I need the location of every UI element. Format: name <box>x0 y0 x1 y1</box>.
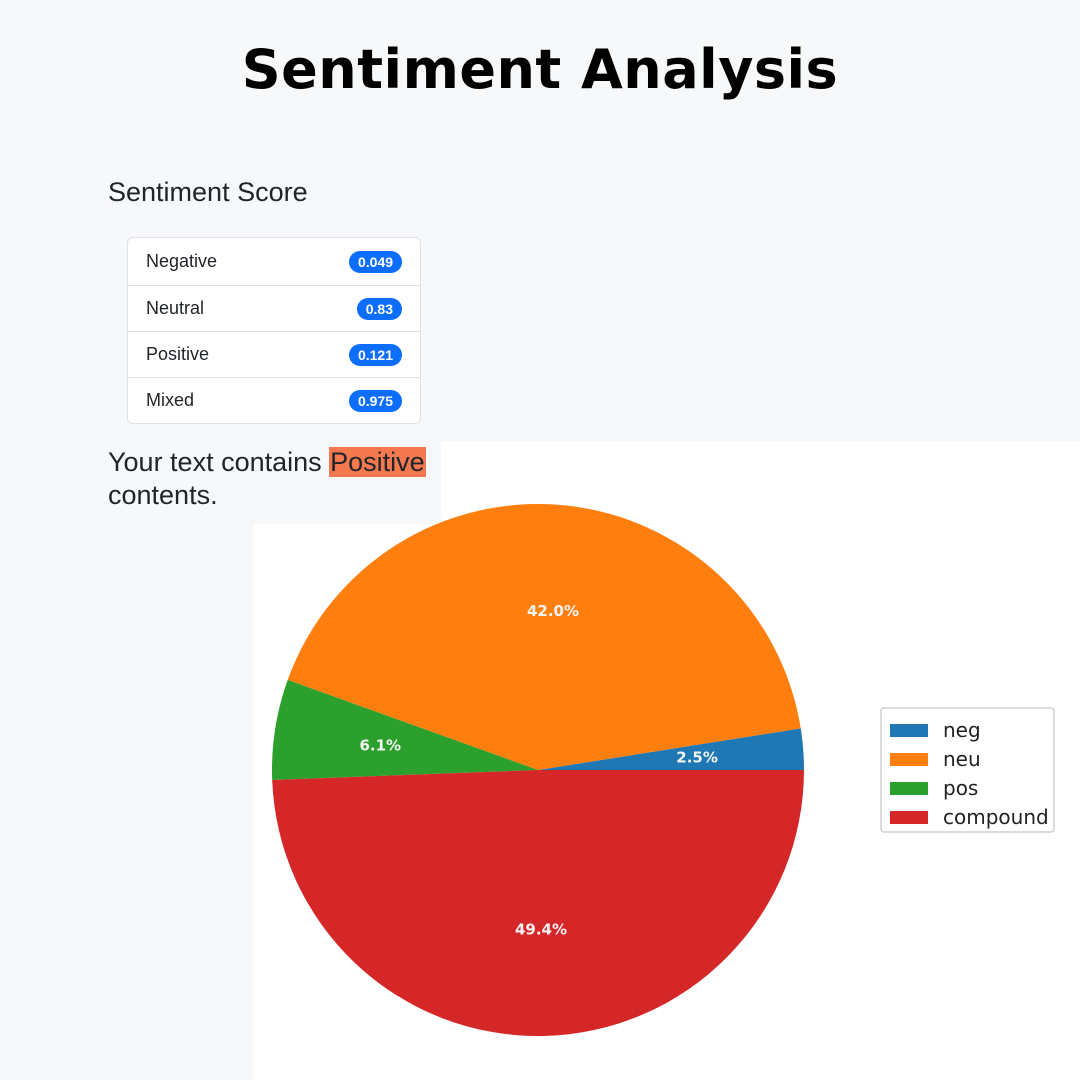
score-label: Positive <box>146 344 210 364</box>
pie-label-pos: 6.1% <box>359 737 401 755</box>
pie-label-neg: 2.5% <box>676 748 718 766</box>
legend-label-pos: pos <box>943 776 978 800</box>
pie-slice-neu <box>287 503 801 770</box>
legend-frame <box>880 707 1055 833</box>
summary-prefix: Your text contains <box>108 447 322 477</box>
score-badge: 0.83 <box>356 297 402 320</box>
score-row-negative: Negative 0.049 <box>128 238 420 285</box>
page-title: Sentiment Analysis <box>241 38 839 101</box>
score-label: Mixed <box>146 390 195 410</box>
summary-highlight: Positive <box>329 447 426 477</box>
pie-label-compound: 49.4% <box>515 921 567 939</box>
score-row-positive: Positive 0.121 <box>128 331 420 377</box>
legend-label-compound: compound <box>943 805 1049 829</box>
sentiment-score-heading: Sentiment Score <box>108 177 308 207</box>
pie-slice-neg <box>538 728 804 770</box>
legend-swatch-pos <box>890 782 928 795</box>
sentiment-summary: Your text contains Positive contents. <box>108 446 448 512</box>
legend-label-neu: neu <box>943 747 981 771</box>
score-row-mixed: Mixed 0.975 <box>128 377 420 423</box>
pie-slices <box>272 503 805 1037</box>
pie-slice-compound <box>272 770 805 1037</box>
legend-swatch-neg <box>890 724 928 737</box>
summary-suffix: contents. <box>108 480 218 510</box>
chart-legend: neg neu pos compound <box>880 707 1055 833</box>
score-badge: 0.975 <box>348 389 402 412</box>
score-badge: 0.049 <box>348 250 402 273</box>
legend-swatch-compound <box>890 811 928 824</box>
score-label: Negative <box>146 251 218 271</box>
score-badge: 0.121 <box>348 343 402 366</box>
score-row-neutral: Neutral 0.83 <box>128 285 420 331</box>
sentiment-score-list: Negative 0.049 Neutral 0.83 Positive 0.1… <box>127 237 421 424</box>
pie-label-neu: 42.0% <box>527 602 579 620</box>
legend-label-neg: neg <box>943 718 981 742</box>
score-label: Neutral <box>146 298 205 318</box>
pie-labels: 2.5% 42.0% 6.1% 49.4% <box>359 602 717 938</box>
pie-slice-pos <box>272 679 538 781</box>
legend-swatch-neu <box>890 753 928 766</box>
